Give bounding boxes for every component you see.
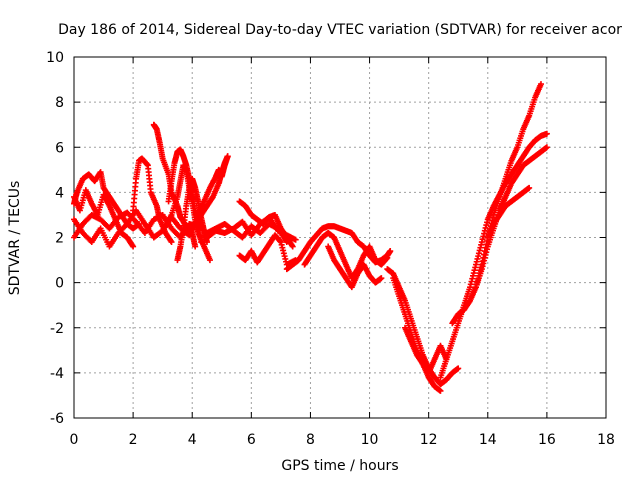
x-axis-label: GPS time / hours (281, 458, 398, 474)
data-point (437, 387, 444, 394)
y-axis-label: SDTVAR / TECUs (7, 181, 23, 296)
data-point (136, 220, 143, 227)
x-tick-label: 8 (306, 432, 315, 448)
series-track-19 (402, 324, 450, 376)
series-track-9 (174, 175, 210, 264)
data-point (204, 239, 210, 246)
data-point (289, 243, 296, 250)
x-tick-label: 6 (247, 432, 256, 448)
x-tick-label: 14 (479, 432, 497, 448)
series-track-5 (130, 155, 175, 246)
x-axis-ticks: 0 2 4 6 8 10 12 14 16 18 (70, 57, 615, 448)
data-point (130, 243, 137, 250)
series-track-17 (384, 266, 462, 388)
series-track-12 (236, 198, 296, 250)
y-axis-ticks: -6 -4 -2 0 2 4 6 8 10 (46, 50, 606, 427)
data-point (543, 130, 550, 137)
series-track-4 (71, 187, 137, 250)
data-point (387, 248, 394, 255)
data-point (526, 184, 533, 191)
series-track-23 (484, 184, 533, 241)
series-track-20 (437, 130, 550, 381)
y-tick-label: 6 (55, 140, 64, 156)
x-tick-label: 2 (129, 432, 138, 448)
data-point (537, 81, 544, 88)
y-tick-label: 10 (46, 50, 64, 66)
grid (74, 57, 606, 418)
series-track-22 (472, 81, 544, 291)
y-tick-label: 2 (55, 231, 64, 247)
series-track-13 (236, 232, 299, 268)
series-track-16 (325, 243, 385, 291)
x-tick-label: 4 (188, 432, 197, 448)
y-tick-label: 8 (55, 95, 64, 111)
series-track-11 (186, 153, 231, 236)
x-tick-label: 12 (420, 432, 438, 448)
y-tick-label: -4 (50, 366, 64, 382)
y-tick-label: 0 (55, 276, 64, 292)
data-point (192, 243, 199, 250)
chart-title: Day 186 of 2014, Sidereal Day-to-day VTE… (58, 22, 622, 38)
data-point (168, 239, 175, 246)
y-tick-label: 4 (55, 185, 64, 201)
x-tick-label: 18 (597, 432, 615, 448)
data-point (378, 275, 385, 282)
data-point (384, 254, 391, 261)
series-track-3 (71, 169, 143, 232)
x-tick-label: 0 (70, 432, 79, 448)
data-point (224, 153, 231, 160)
y-tick-label: -2 (50, 321, 64, 337)
y-tick-label: -6 (50, 411, 64, 427)
data-point (292, 236, 299, 243)
data-points (71, 81, 550, 394)
data-point (206, 257, 213, 264)
data-point (455, 365, 462, 372)
x-tick-label: 10 (361, 432, 379, 448)
x-tick-label: 16 (538, 432, 556, 448)
data-point (543, 144, 550, 151)
